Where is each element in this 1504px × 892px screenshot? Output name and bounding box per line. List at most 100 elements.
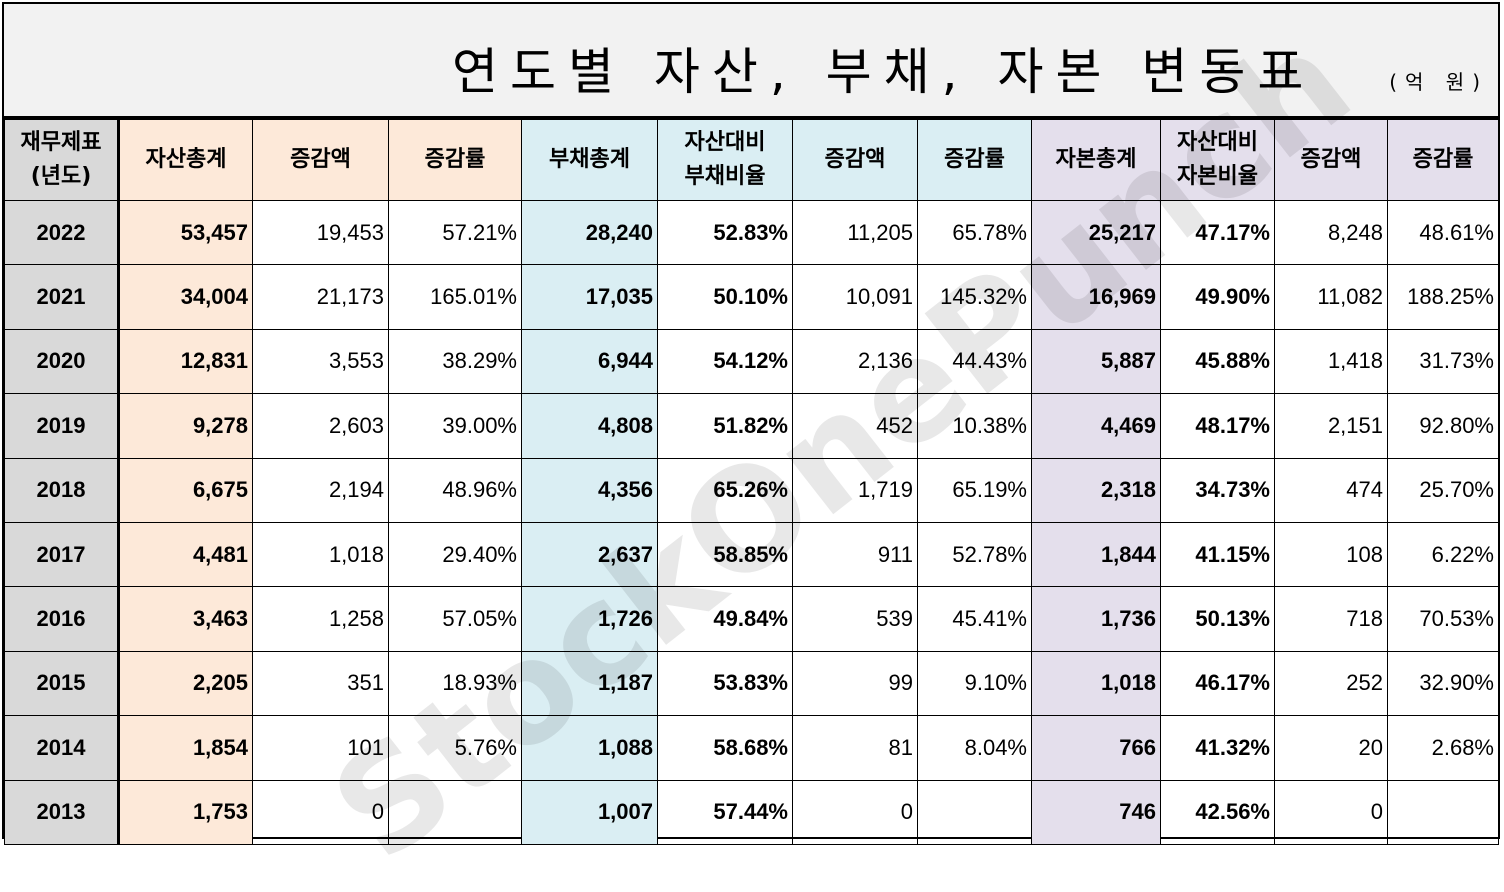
debt-rate-cell: 52.78% [917, 521, 1032, 588]
debt-rate-cell: 65.78% [917, 199, 1032, 266]
debt-change-cell: 539 [792, 586, 918, 652]
equity-change-cell: 1,418 [1274, 328, 1388, 395]
equity-total-cell: 1,736 [1031, 586, 1161, 652]
asset-rate-cell: 165.01% [388, 264, 522, 330]
header-equity-change: 증감액 [1274, 119, 1388, 201]
asset-total-cell: 9,278 [118, 393, 253, 459]
equity-rate-cell: 32.90% [1387, 650, 1499, 717]
debt-rate-cell [917, 779, 1032, 845]
equity-ratio-cell: 46.17% [1160, 650, 1275, 717]
equity-total-cell: 16,969 [1031, 264, 1161, 330]
equity-total-cell: 1,018 [1031, 650, 1161, 717]
debt-ratio-cell: 54.12% [657, 328, 793, 395]
equity-change-cell: 20 [1274, 715, 1388, 781]
debt-total-cell: 4,356 [521, 457, 658, 523]
equity-ratio-cell: 41.32% [1160, 715, 1275, 781]
table-row: 2014 1,854 101 5.76% 1,088 58.68% 81 8.04% 766 41… [4, 715, 1499, 781]
asset-rate-cell: 39.00% [388, 393, 522, 459]
debt-ratio-cell: 58.85% [657, 521, 793, 588]
debt-rate-cell: 45.41% [917, 586, 1032, 652]
equity-change-cell: 474 [1274, 457, 1388, 523]
equity-change-cell: 0 [1274, 779, 1388, 845]
debt-total-cell: 1,187 [521, 650, 658, 717]
header-equity-total: 자본총계 [1031, 119, 1161, 201]
equity-rate-cell: 48.61% [1387, 199, 1499, 266]
asset-change-cell: 351 [252, 650, 389, 717]
header-debt-rate: 증감률 [917, 119, 1032, 201]
debt-total-cell: 6,944 [521, 328, 658, 395]
debt-change-cell: 99 [792, 650, 918, 717]
asset-change-cell: 1,018 [252, 521, 389, 588]
equity-change-cell: 108 [1274, 521, 1388, 588]
equity-rate-cell: 2.68% [1387, 715, 1499, 781]
debt-rate-cell: 145.32% [917, 264, 1032, 330]
equity-total-cell: 746 [1031, 779, 1161, 845]
header-year-line1: 재무제표 [20, 130, 102, 155]
asset-total-cell: 12,831 [118, 328, 253, 395]
debt-total-cell: 1,726 [521, 586, 658, 652]
asset-total-cell: 3,463 [118, 586, 253, 652]
asset-total-cell: 34,004 [118, 264, 253, 330]
debt-change-cell: 2,136 [792, 328, 918, 395]
debt-ratio-cell: 51.82% [657, 393, 793, 459]
year-cell: 2014 [4, 715, 120, 781]
asset-change-cell: 1,258 [252, 586, 389, 652]
asset-change-cell: 2,194 [252, 457, 389, 523]
debt-total-cell: 2,637 [521, 521, 658, 588]
debt-total-cell: 17,035 [521, 264, 658, 330]
asset-rate-cell: 38.29% [388, 328, 522, 395]
equity-ratio-cell: 42.56% [1160, 779, 1275, 845]
equity-rate-cell: 92.80% [1387, 393, 1499, 459]
header-debt-total: 부채총계 [521, 119, 658, 201]
year-cell: 2015 [4, 650, 120, 717]
header-asset-total: 자산총계 [118, 119, 253, 201]
equity-total-cell: 4,469 [1031, 393, 1161, 459]
equity-ratio-cell: 45.88% [1160, 328, 1275, 395]
header-equity-rate: 증감률 [1387, 119, 1499, 201]
debt-rate-cell: 9.10% [917, 650, 1032, 717]
asset-rate-cell: 18.93% [388, 650, 522, 717]
debt-total-cell: 28,240 [521, 199, 658, 266]
year-cell: 2022 [4, 199, 120, 266]
debt-change-cell: 10,091 [792, 264, 918, 330]
debt-total-cell: 1,088 [521, 715, 658, 781]
asset-change-cell: 101 [252, 715, 389, 781]
year-cell: 2021 [4, 264, 120, 330]
asset-total-cell: 53,457 [118, 199, 253, 266]
asset-change-cell: 2,603 [252, 393, 389, 459]
header-row: 재무제표 (년도) 자산총계 증감액 증감률 부채총계 자산대비 부채비율 증감… [4, 119, 1499, 201]
equity-rate-cell: 188.25% [1387, 264, 1499, 330]
debt-ratio-cell: 65.26% [657, 457, 793, 523]
equity-ratio-cell: 48.17% [1160, 393, 1275, 459]
asset-total-cell: 1,854 [118, 715, 253, 781]
asset-change-cell: 0 [252, 779, 389, 845]
equity-change-cell: 11,082 [1274, 264, 1388, 330]
table-row: 2017 4,481 1,018 29.40% 2,637 58.85% 911 52.78%… [4, 521, 1499, 588]
debt-total-cell: 4,808 [521, 393, 658, 459]
debt-change-cell: 0 [792, 779, 918, 845]
table-row: 2019 9,278 2,603 39.00% 4,808 51.82% 452 10.38%… [4, 393, 1499, 459]
equity-ratio-cell: 50.13% [1160, 586, 1275, 652]
asset-total-cell: 2,205 [118, 650, 253, 717]
debt-ratio-cell: 50.10% [657, 264, 793, 330]
table-row: 2015 2,205 351 18.93% 1,187 53.83% 99 9.10% 1,01… [4, 650, 1499, 717]
debt-rate-cell: 8.04% [917, 715, 1032, 781]
header-year: 재무제표 (년도) [4, 119, 120, 201]
asset-rate-cell: 57.05% [388, 586, 522, 652]
asset-rate-cell: 5.76% [388, 715, 522, 781]
asset-rate-cell: 57.21% [388, 199, 522, 266]
debt-change-cell: 1,719 [792, 457, 918, 523]
asset-change-cell: 19,453 [252, 199, 389, 266]
year-cell: 2013 [4, 779, 120, 845]
equity-total-cell: 25,217 [1031, 199, 1161, 266]
debt-change-cell: 11,205 [792, 199, 918, 266]
debt-ratio-cell: 49.84% [657, 586, 793, 652]
debt-total-cell: 1,007 [521, 779, 658, 845]
unit-label: (억 원) [1389, 70, 1488, 94]
asset-total-cell: 6,675 [118, 457, 253, 523]
equity-total-cell: 1,844 [1031, 521, 1161, 588]
equity-change-cell: 252 [1274, 650, 1388, 717]
table-row: 2013 1,753 0 1,007 57.44% 0 746 42.56% 0 [4, 779, 1499, 845]
title-bar: 연도별 자산, 부채, 자본 변동표 (억 원) [4, 4, 1498, 119]
table-title: 연도별 자산, 부채, 자본 변동표 [452, 43, 1316, 101]
